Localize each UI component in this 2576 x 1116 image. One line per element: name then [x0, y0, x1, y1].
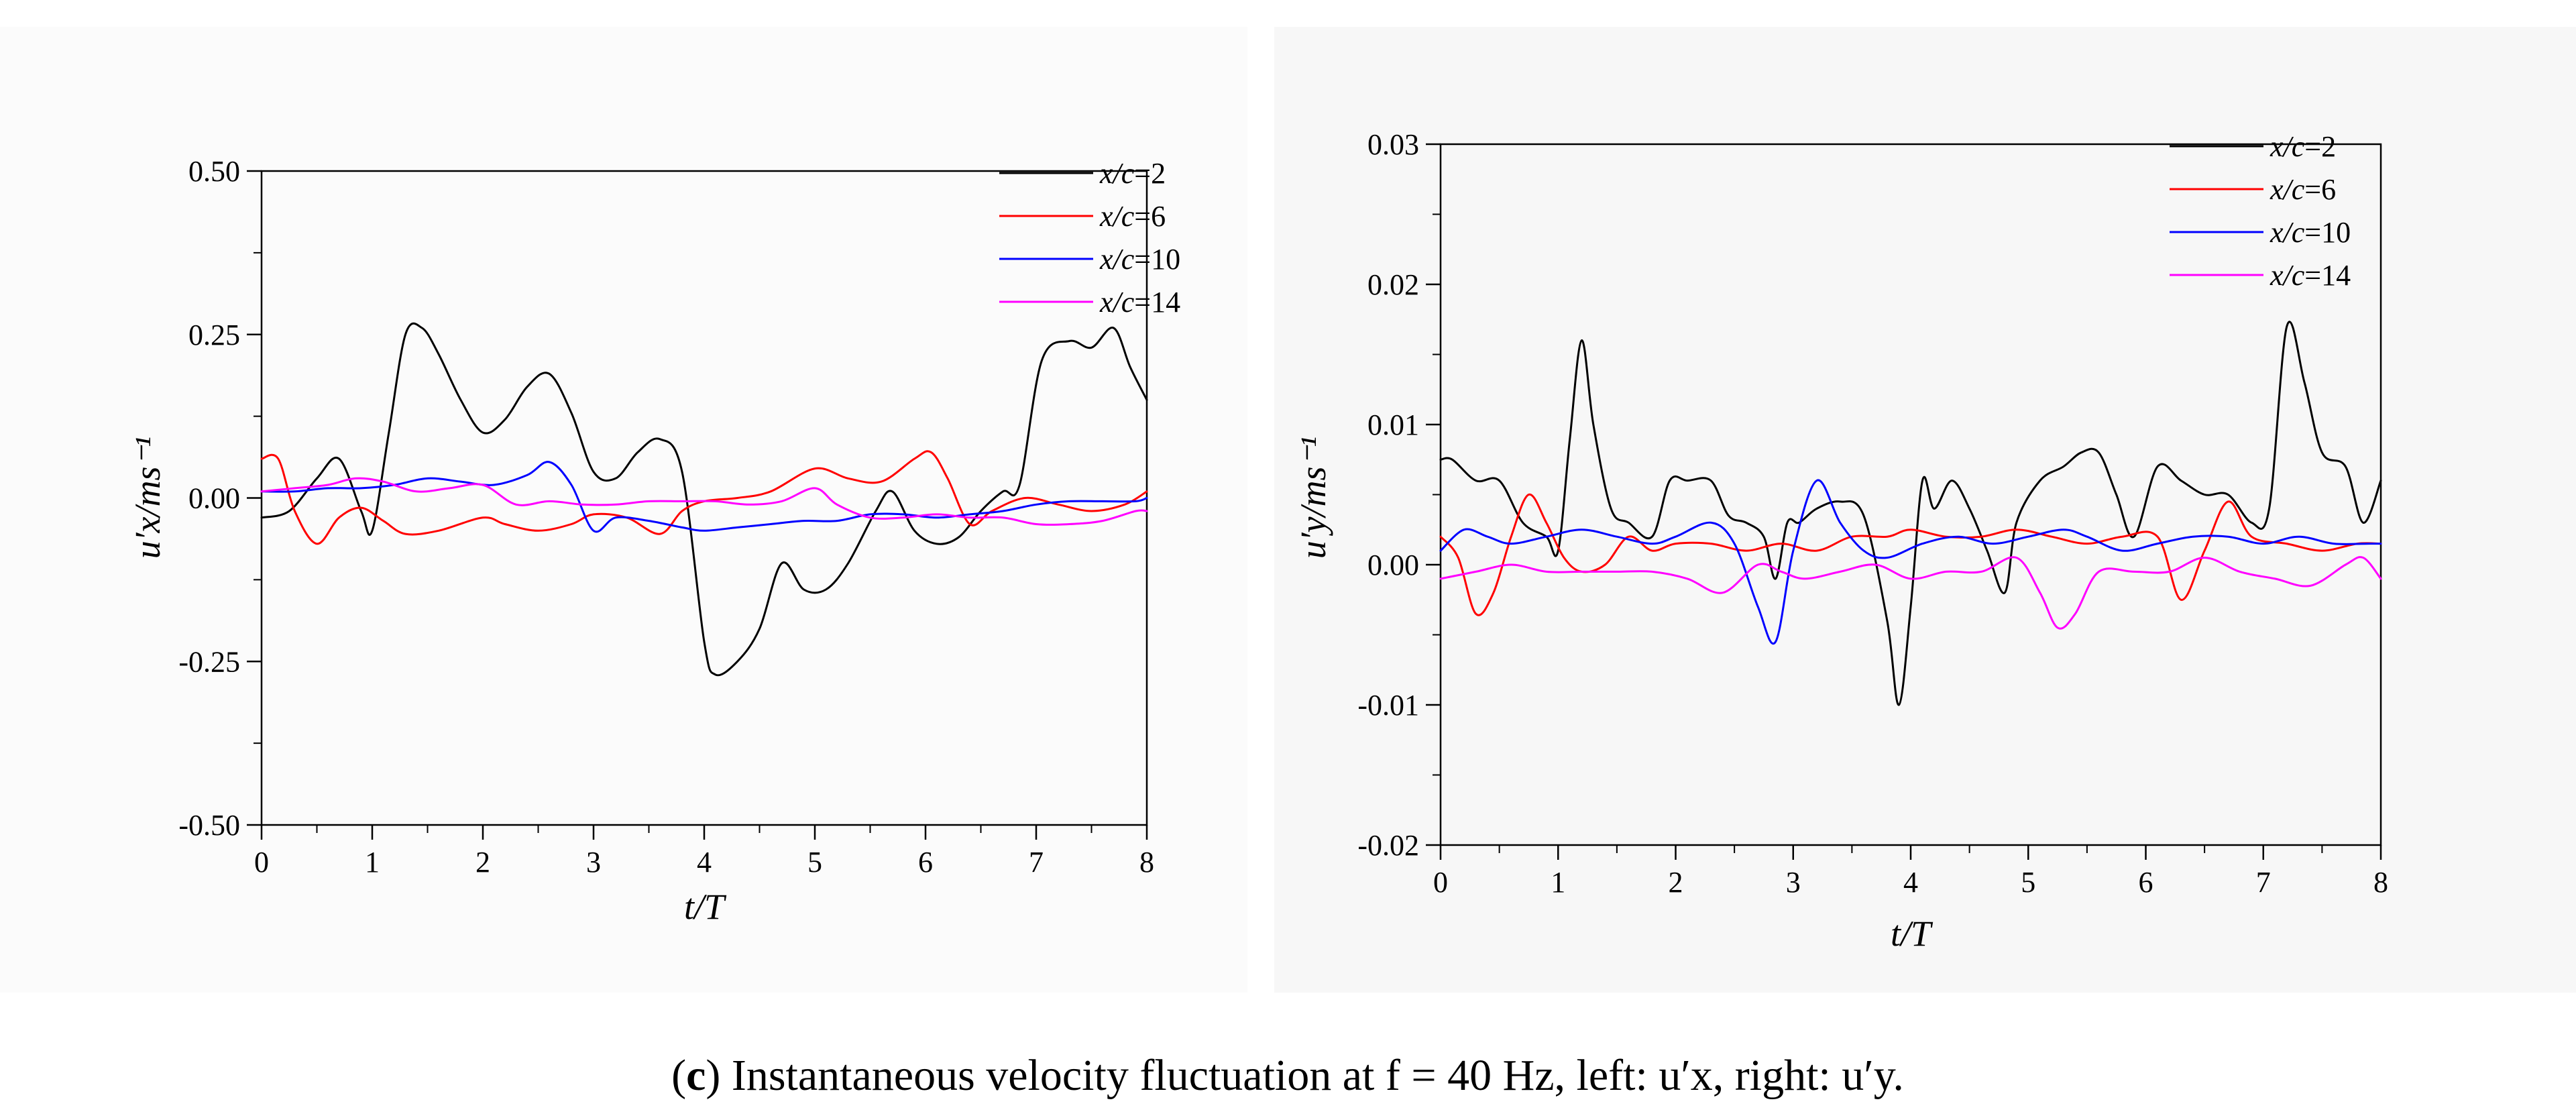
left-x-tick-label: 7: [1029, 846, 1044, 879]
left-series-line-3: [260, 461, 1148, 533]
left-x-tick-label: 4: [697, 846, 712, 879]
left-series-line-4: [260, 477, 1148, 526]
right-legend-label-2: x/c=6: [2270, 173, 2336, 206]
left-x-tick-label: 5: [807, 846, 822, 879]
left-y-axis-title: u′x/ms⁻¹: [127, 437, 168, 559]
right-x-axis-title: t/T: [1891, 913, 1934, 954]
left-y-tick-label: -0.25: [178, 645, 240, 678]
figure-caption: (c) Instantaneous velocity fluctuation a…: [671, 1051, 1904, 1100]
right-x-tick-label: 8: [2373, 866, 2388, 899]
left-x-tick-label: 1: [365, 846, 380, 879]
left-y-ticks: 0.50 0.25 0.00 -0.25 -0.50: [178, 155, 262, 842]
left-x-tick-label: 3: [586, 846, 601, 879]
right-y-axis-title: u′y/ms⁻¹: [1293, 437, 1333, 559]
left-series-line-1: [260, 322, 1148, 677]
right-legend-label-1: x/c=2: [2270, 130, 2336, 163]
left-y-tick-label: 0.00: [188, 482, 240, 515]
left-legend: x/c=2 x/c=6 x/c=10 x/c=14: [999, 157, 1180, 319]
right-x-tick-label: 6: [2139, 866, 2153, 899]
right-panel-background: [1274, 27, 2576, 993]
left-x-axis-title: t/T: [684, 887, 727, 927]
right-x-tick-label: 3: [1786, 866, 1801, 899]
right-y-tick-label: 0.00: [1367, 549, 1419, 581]
left-y-tick-label: 0.50: [188, 155, 240, 188]
right-x-tick-label: 1: [1551, 866, 1565, 899]
left-legend-label-3: x/c=10: [1099, 243, 1180, 276]
right-legend: x/c=2 x/c=6 x/c=10 x/c=14: [2170, 130, 2351, 292]
left-x-tick-label: 2: [475, 846, 490, 879]
left-y-tick-label: -0.50: [178, 809, 240, 842]
right-y-tick-label: 0.03: [1367, 128, 1419, 161]
right-series-line-3: [1439, 479, 2382, 645]
caption-text: Instantaneous velocity fluctuation at f …: [732, 1051, 1904, 1100]
right-legend-label-4: x/c=14: [2270, 259, 2351, 292]
right-x-tick-label: 7: [2256, 866, 2271, 899]
left-x-tick-label: 8: [1139, 846, 1154, 879]
right-y-ticks: 0.03 0.02 0.01 0.00 -0.01 -0.02: [1357, 128, 1441, 862]
right-y-tick-label: 0.02: [1367, 268, 1419, 301]
left-legend-label-1: x/c=2: [1099, 157, 1166, 190]
right-x-tick-label: 5: [2021, 866, 2035, 899]
right-series-line-2: [1439, 493, 2382, 616]
right-x-tick-label: 2: [1669, 866, 1683, 899]
right-x-tick-label: 0: [1433, 866, 1448, 899]
right-y-tick-label: 0.01: [1367, 408, 1419, 441]
right-x-tick-label: 4: [1903, 866, 1918, 899]
right-legend-label-3: x/c=10: [2270, 216, 2351, 249]
left-series-line-2: [260, 450, 1148, 545]
right-series-lines: [1439, 321, 2382, 706]
left-x-tick-label: 0: [254, 846, 269, 879]
right-x-ticks: 0 1 2 3 4 5 6 7 8: [1433, 845, 2388, 899]
left-panel-background: [0, 27, 1247, 993]
left-series-lines: [260, 322, 1148, 677]
right-series-line-4: [1439, 556, 2382, 630]
left-chart: 0.50 0.25 0.00 -0.25 -0.50 0 1 2 3 4 5 6 7 8 t/T u′x…: [127, 155, 1180, 927]
right-chart: 0.03 0.02 0.01 0.00 -0.01 -0.02 0 1 2 3 4 5 6 7 8 t/T…: [1293, 128, 2388, 954]
left-legend-label-2: x/c=6: [1099, 200, 1166, 233]
right-y-tick-label: -0.01: [1357, 689, 1419, 722]
left-x-tick-label: 6: [918, 846, 933, 879]
left-y-tick-label: 0.25: [188, 319, 240, 351]
caption-letter: c: [686, 1051, 706, 1100]
left-x-ticks: 0 1 2 3 4 5 6 7 8: [254, 825, 1154, 879]
right-series-line-1: [1439, 321, 2382, 706]
left-legend-label-4: x/c=14: [1099, 286, 1180, 319]
right-y-tick-label: -0.02: [1357, 829, 1419, 862]
